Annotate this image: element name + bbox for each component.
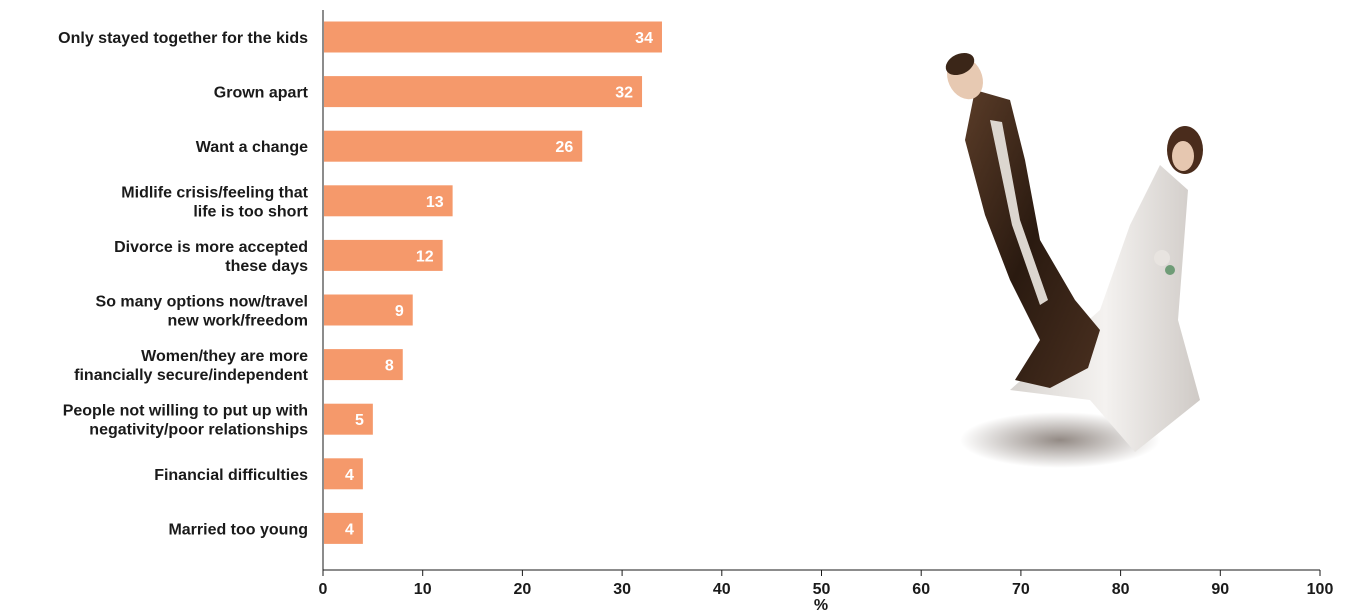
category-label: Grown apart xyxy=(214,85,309,102)
bar xyxy=(324,458,363,490)
category-label: financially secure/independent xyxy=(74,367,309,384)
x-tick-label: 60 xyxy=(912,581,930,598)
category-label: Want a change xyxy=(196,139,308,156)
bar-value-label: 4 xyxy=(345,467,354,484)
x-tick-label: 70 xyxy=(1012,581,1030,598)
category-label: So many options now/travel xyxy=(96,294,308,311)
category-label: negativity/poor relationships xyxy=(89,422,308,439)
bar-value-label: 4 xyxy=(345,521,354,538)
bar xyxy=(324,294,413,326)
category-label: Women/they are more xyxy=(141,348,308,365)
category-label: life is too short xyxy=(193,203,308,220)
bar xyxy=(324,21,662,53)
category-label: People not willing to put up with xyxy=(63,403,308,420)
x-tick-label: 50 xyxy=(813,581,831,598)
bar xyxy=(324,512,363,544)
x-tick-label: 40 xyxy=(713,581,731,598)
x-axis-title: % xyxy=(814,597,828,614)
bar-value-label: 12 xyxy=(416,248,434,265)
x-tick-label: 100 xyxy=(1307,581,1334,598)
bar xyxy=(324,403,373,435)
category-label: new work/freedom xyxy=(168,313,308,330)
bar-value-label: 9 xyxy=(395,303,404,320)
bar xyxy=(324,239,443,271)
bar-value-label: 32 xyxy=(615,85,633,102)
bar-value-label: 34 xyxy=(635,30,653,47)
cake-topper-photo xyxy=(945,52,1203,468)
bar xyxy=(324,185,453,217)
x-tick-label: 80 xyxy=(1112,581,1130,598)
bar-value-label: 8 xyxy=(385,358,394,375)
category-label: Midlife crisis/feeling that xyxy=(121,184,308,201)
bar-value-label: 5 xyxy=(355,412,364,429)
category-label: Married too young xyxy=(168,521,308,538)
x-tick-label: 90 xyxy=(1211,581,1229,598)
category-label: Divorce is more accepted xyxy=(114,239,308,256)
x-tick-label: 20 xyxy=(514,581,532,598)
x-tick-label: 30 xyxy=(613,581,631,598)
bar xyxy=(324,76,643,108)
x-tick-label: 0 xyxy=(319,581,328,598)
bar-value-label: 26 xyxy=(555,139,573,156)
category-label: these days xyxy=(225,258,308,275)
x-tick-label: 10 xyxy=(414,581,432,598)
category-label: Financial difficulties xyxy=(154,467,308,484)
bar-value-label: 13 xyxy=(426,194,444,211)
bar xyxy=(324,349,403,381)
category-label: Only stayed together for the kids xyxy=(58,30,308,47)
bar xyxy=(324,130,583,162)
